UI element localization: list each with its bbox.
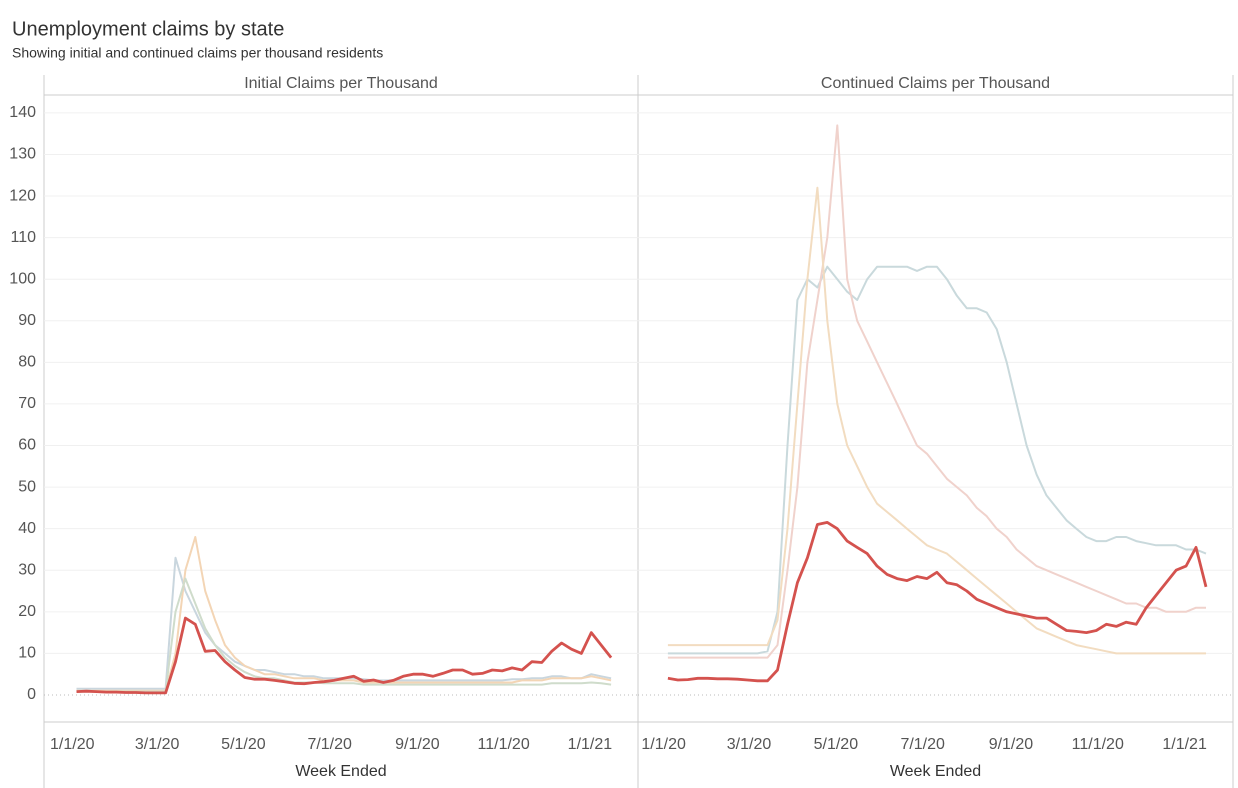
series-line [76, 556, 612, 690]
x-tick-label: 11/1/20 [1072, 736, 1124, 753]
x-tick-label: 5/1/20 [221, 736, 266, 753]
series-line [667, 186, 1206, 655]
x-tick-label: 1/1/20 [641, 736, 686, 753]
y-tick-label: 140 [9, 104, 36, 121]
y-tick-label: 10 [18, 645, 36, 662]
x-axis-title: Week Ended [295, 763, 386, 780]
page-subtitle: Showing initial and continued claims per… [12, 45, 383, 61]
y-tick-label: 130 [9, 146, 36, 163]
y-tick-label: 40 [18, 520, 36, 537]
x-tick-label: 9/1/20 [395, 736, 440, 753]
y-tick-label: 0 [27, 686, 36, 703]
y-tick-label: 90 [18, 312, 36, 329]
series-line [667, 124, 1206, 659]
x-tick-label: 1/1/21 [568, 736, 613, 753]
series-line [76, 616, 613, 695]
y-tick-label: 20 [18, 603, 36, 620]
grid-layer [44, 112, 1233, 696]
y-tick-label: 110 [10, 229, 36, 246]
x-tick-label: 11/1/20 [478, 736, 530, 753]
page-title: Unemployment claims by state [12, 18, 284, 40]
y-tick-label: 30 [18, 561, 36, 578]
series-line [667, 521, 1208, 683]
x-tick-label: 1/1/21 [1162, 736, 1207, 753]
series-line [667, 265, 1207, 655]
y-tick-label: 100 [9, 270, 36, 287]
panel-title: Initial Claims per Thousand [244, 75, 438, 92]
y-tick-label: 120 [9, 187, 36, 204]
y-tick-label: 70 [18, 395, 36, 412]
x-tick-label: 7/1/20 [307, 736, 352, 753]
x-tick-label: 7/1/20 [900, 736, 945, 753]
x-tick-label: 3/1/20 [727, 736, 772, 753]
x-tick-label: 1/1/20 [50, 736, 95, 753]
y-tick-label: 60 [18, 437, 36, 454]
panel-title: Continued Claims per Thousand [821, 75, 1050, 92]
series-line [76, 536, 612, 692]
y-tick-label: 80 [18, 354, 36, 371]
series-line [76, 577, 612, 693]
x-tick-label: 5/1/20 [814, 736, 859, 753]
y-tick-label: 50 [18, 478, 36, 495]
x-tick-label: 3/1/20 [135, 736, 180, 753]
x-axis-title: Week Ended [890, 763, 981, 780]
x-tick-label: 9/1/20 [989, 736, 1034, 753]
